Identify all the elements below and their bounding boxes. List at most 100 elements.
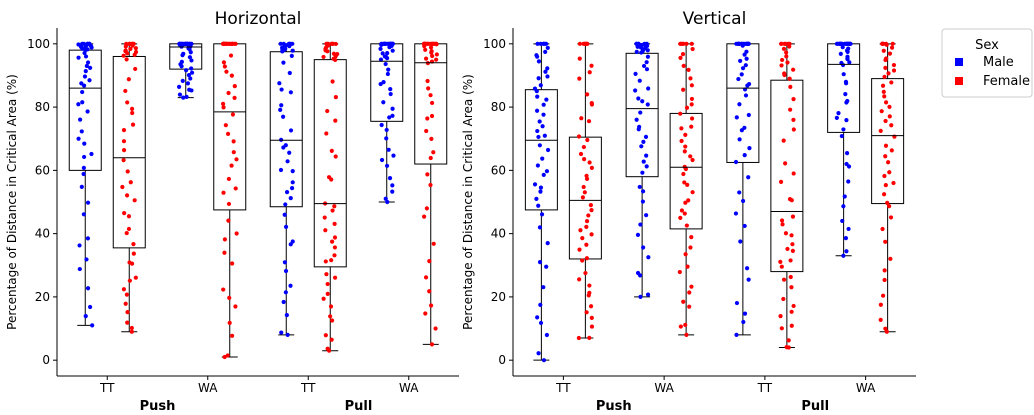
data-point	[537, 225, 543, 230]
data-point	[635, 270, 641, 276]
data-point	[576, 335, 581, 341]
data-point	[428, 182, 433, 188]
data-point	[584, 310, 589, 315]
box-iqr	[313, 59, 347, 268]
data-point	[322, 215, 327, 220]
data-point	[283, 268, 289, 274]
data-point	[127, 278, 132, 283]
data-point	[840, 45, 845, 50]
data-point	[323, 259, 328, 264]
data-point	[386, 147, 391, 152]
data-point	[838, 51, 843, 56]
data-point	[537, 143, 542, 148]
data-point	[880, 83, 886, 88]
data-point	[886, 160, 891, 165]
data-point	[689, 116, 695, 121]
data-point	[541, 112, 546, 117]
x-tick-label: TT	[757, 381, 773, 395]
data-point	[783, 41, 788, 46]
data-point	[689, 235, 694, 240]
data-point	[431, 150, 436, 155]
data-point	[684, 332, 689, 337]
data-point	[841, 253, 846, 258]
data-point	[221, 101, 226, 106]
data-point	[744, 49, 749, 54]
data-point	[221, 60, 227, 65]
data-point	[888, 256, 893, 261]
data-point	[789, 285, 794, 290]
data-point	[230, 261, 235, 266]
data-point	[332, 275, 338, 280]
data-point	[742, 311, 748, 316]
data-point	[428, 45, 434, 50]
data-point	[76, 55, 81, 60]
data-point	[284, 313, 289, 318]
data-point	[325, 291, 330, 296]
data-point	[281, 60, 286, 65]
data-point	[390, 183, 395, 188]
data-point	[787, 197, 793, 202]
data-point	[332, 245, 338, 250]
data-point	[584, 224, 589, 230]
data-point	[321, 296, 326, 301]
data-point	[881, 89, 886, 94]
data-point	[577, 277, 582, 282]
data-point	[323, 333, 328, 338]
data-point	[685, 264, 690, 269]
data-point	[81, 165, 86, 170]
data-point	[883, 65, 888, 70]
data-point	[279, 87, 284, 92]
data-point	[333, 95, 338, 100]
data-point	[124, 292, 129, 297]
data-point	[884, 56, 889, 61]
data-point	[434, 41, 439, 46]
data-point	[124, 41, 129, 46]
data-point	[677, 269, 682, 275]
data-point	[844, 118, 849, 123]
data-point	[83, 54, 89, 59]
data-point	[283, 224, 289, 230]
data-point	[679, 138, 684, 144]
data-point	[422, 214, 427, 219]
data-point	[682, 211, 687, 216]
female-box-tt-pull	[770, 41, 804, 350]
data-point	[785, 60, 790, 65]
data-point	[843, 92, 848, 97]
data-point	[791, 117, 796, 122]
data-point	[889, 148, 894, 153]
data-point	[85, 109, 90, 114]
data-point	[678, 215, 683, 220]
data-point	[283, 143, 288, 148]
data-point	[329, 41, 334, 46]
data-point	[535, 41, 540, 46]
data-point	[333, 118, 338, 123]
data-point	[330, 79, 335, 84]
female-box-tt-push	[568, 41, 602, 341]
data-point	[644, 213, 649, 218]
data-point	[534, 108, 540, 113]
data-point	[791, 171, 796, 176]
data-point	[231, 139, 236, 144]
data-point	[121, 139, 127, 144]
data-point	[289, 53, 294, 58]
data-point	[424, 128, 429, 134]
data-point	[287, 70, 292, 76]
data-point	[230, 112, 235, 117]
data-point	[79, 81, 84, 86]
data-point	[281, 114, 286, 119]
data-point	[378, 57, 384, 62]
data-point	[285, 332, 290, 337]
group-label: Pull	[801, 399, 829, 414]
data-point	[780, 222, 785, 227]
data-point	[222, 354, 227, 360]
data-point	[585, 92, 590, 97]
data-point	[841, 72, 846, 77]
data-point	[683, 322, 688, 328]
data-point	[736, 76, 741, 82]
data-point	[734, 115, 739, 120]
data-point	[637, 124, 642, 129]
data-point	[779, 63, 784, 68]
data-point	[390, 106, 395, 111]
data-point	[383, 61, 388, 67]
